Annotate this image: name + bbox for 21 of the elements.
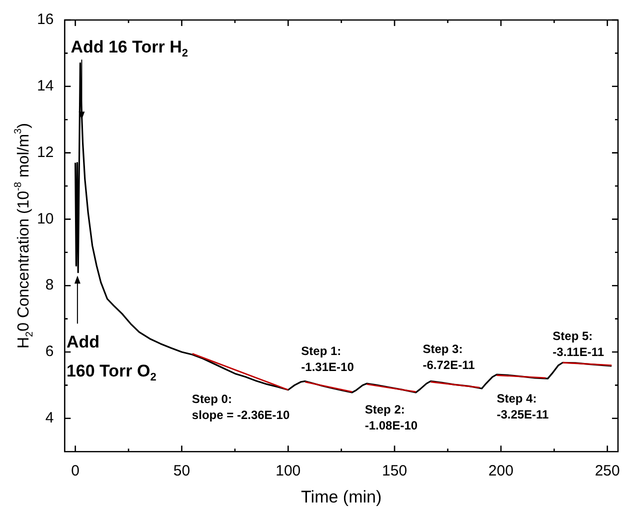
- x-tick-label: 0: [71, 462, 80, 480]
- y-axis-title: H20 Concentration (10-8 mol/m3): [13, 123, 36, 349]
- annotation: Step 3: -6.72E-11: [422, 342, 476, 372]
- x-tick-label: 200: [488, 462, 514, 480]
- y-tick-label: 10: [36, 210, 54, 228]
- y-tick-label: 8: [45, 276, 54, 294]
- y-tick-label: 16: [36, 11, 54, 28]
- annotation: Step 0: slope = -2.36E-10: [192, 392, 290, 422]
- y-tick-label: 4: [45, 410, 54, 427]
- y-tick-label: 14: [36, 78, 54, 95]
- annotation: Step 1: -1.31E-10: [301, 344, 354, 374]
- x-tick-label: 50: [173, 462, 190, 480]
- annotation: Step 4: -3.25E-11: [496, 392, 550, 422]
- x-tick-label: 250: [594, 462, 620, 480]
- annotation: Step 5: -3.11E-11: [552, 328, 604, 359]
- x-tick-label: 150: [382, 462, 408, 480]
- y-tick-label: 12: [36, 144, 54, 161]
- x-axis-title: Time (min): [301, 487, 382, 506]
- annotation: Step 2: -1.08E-10: [364, 402, 418, 433]
- x-tick-label: 100: [276, 462, 301, 480]
- y-tick-label: 6: [45, 343, 54, 360]
